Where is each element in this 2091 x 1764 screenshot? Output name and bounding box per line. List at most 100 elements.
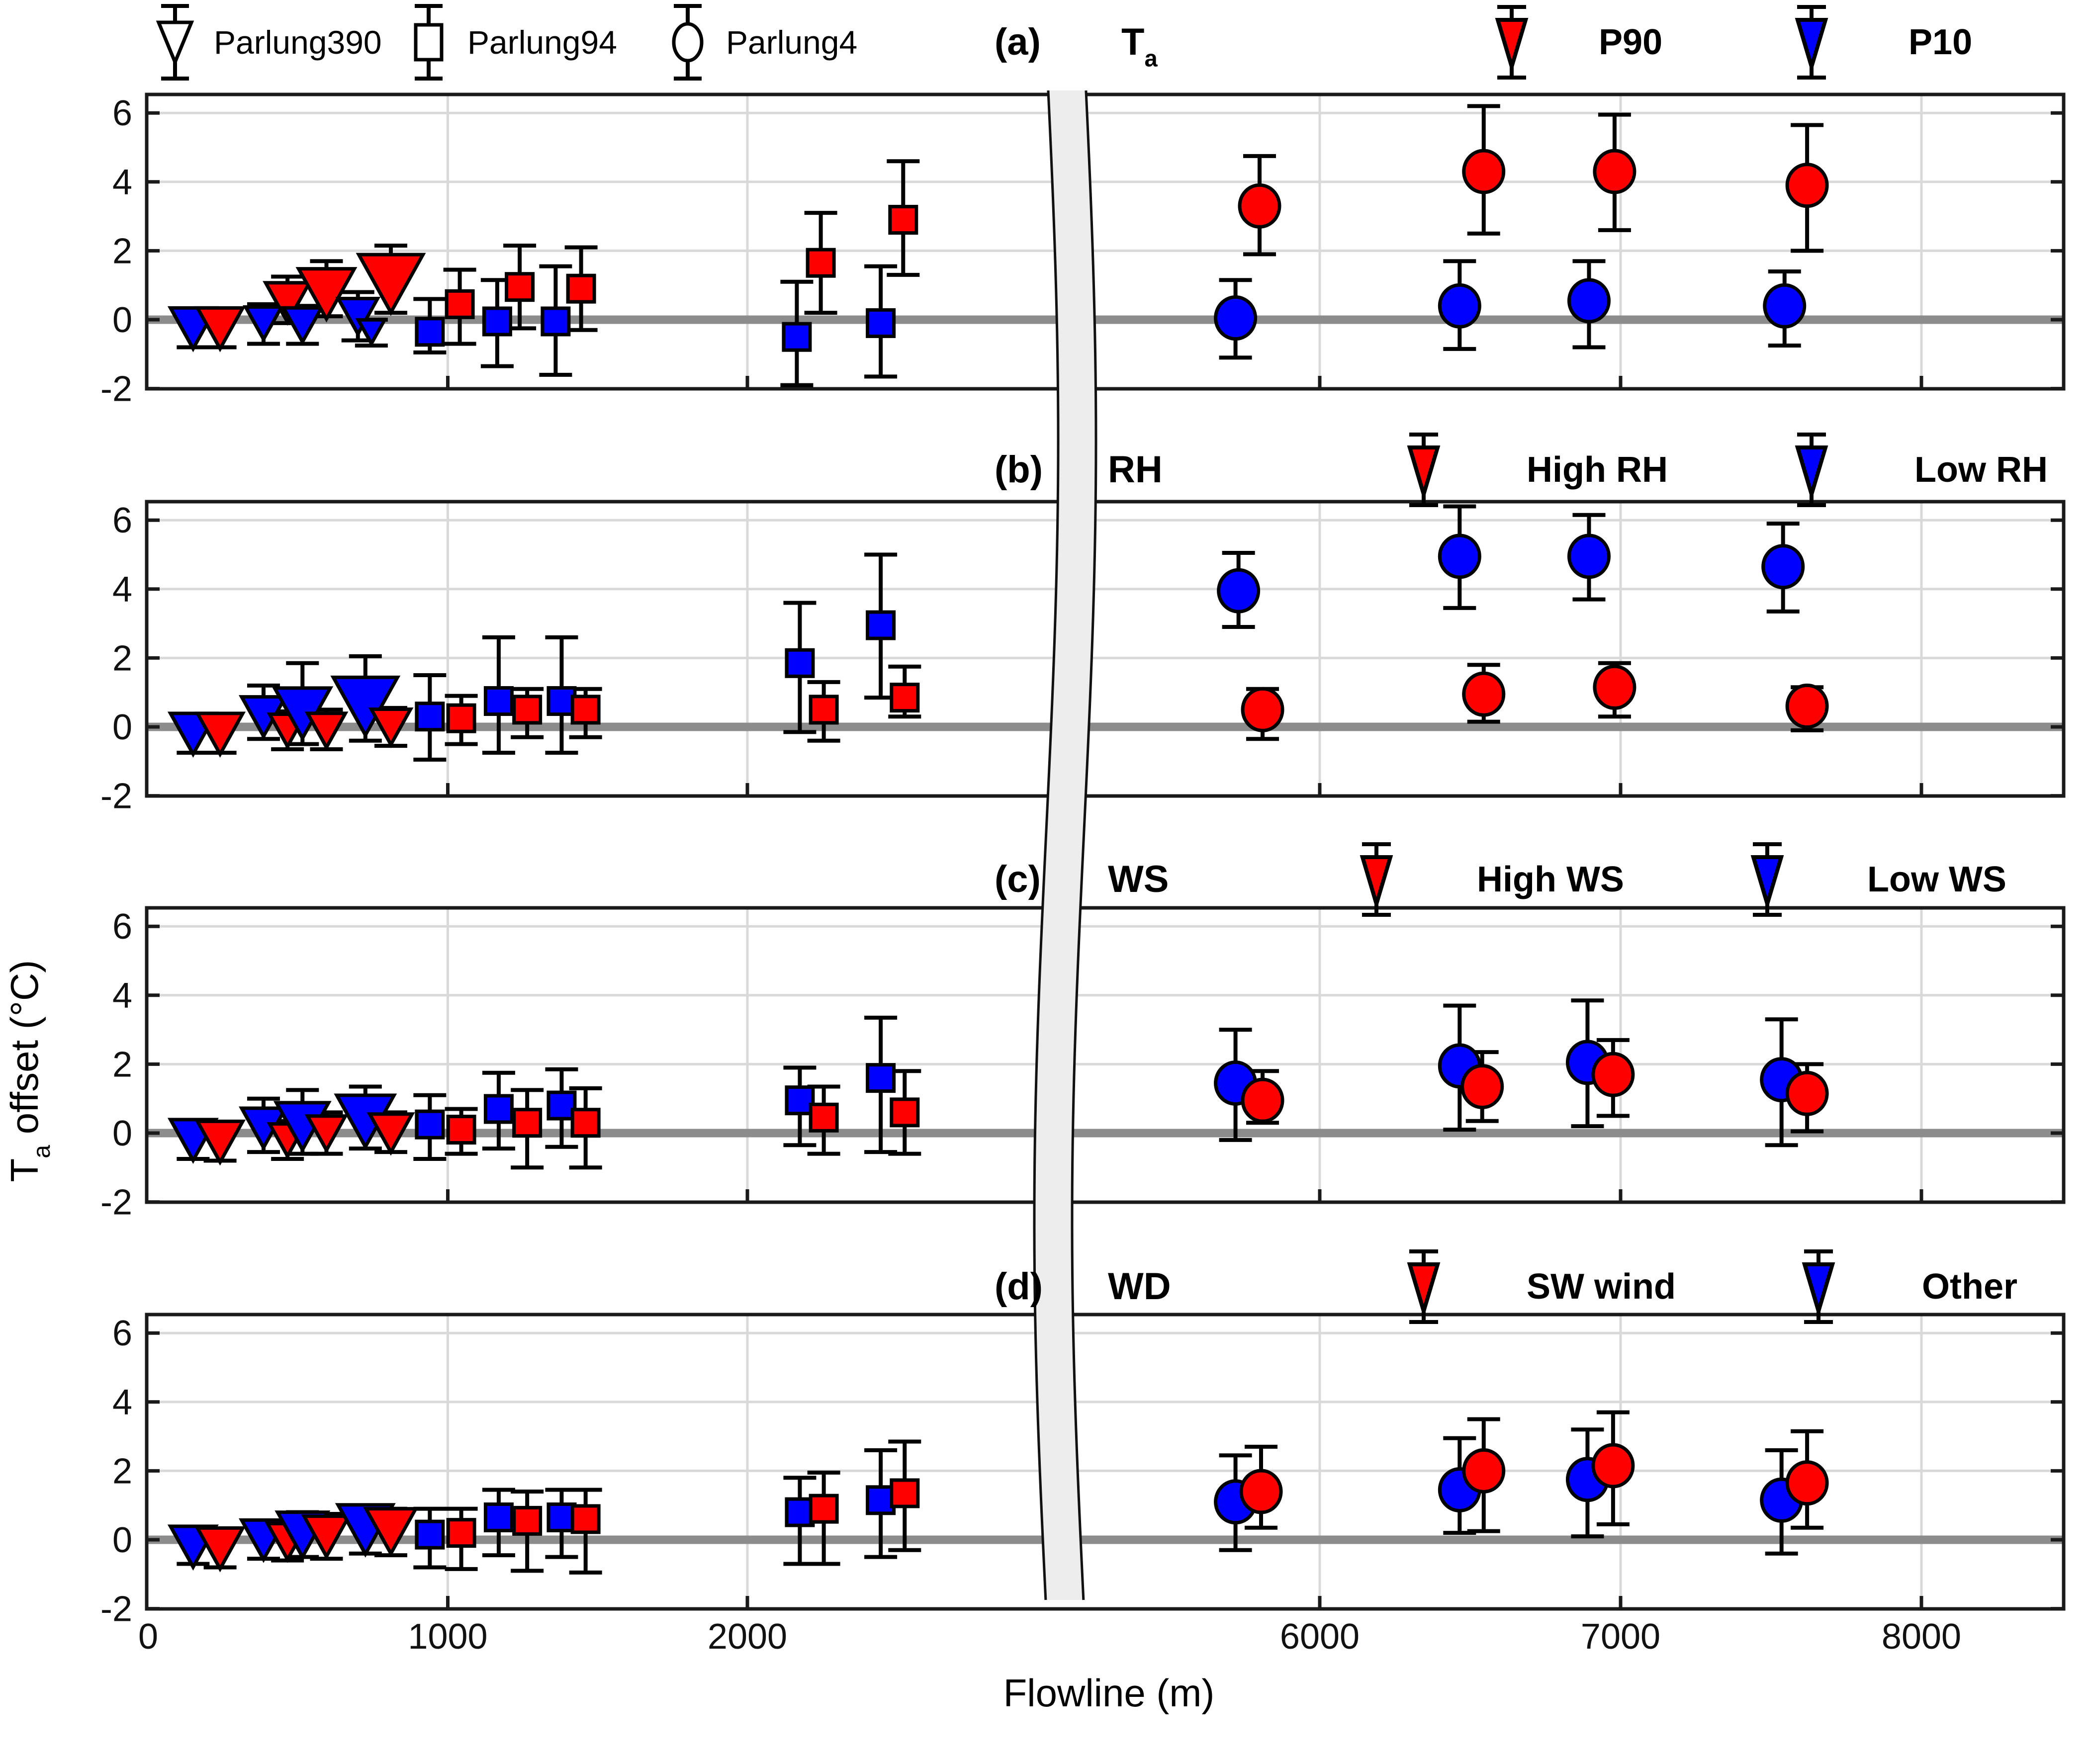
data-marker-Parlung94-blue (483, 1094, 514, 1124)
data-marker-Parlung4-blue (1761, 544, 1805, 590)
y-tick-label: 4 (112, 976, 132, 1016)
data-marker-Parlung390-red (304, 711, 349, 751)
data-marker-Parlung94-red (445, 289, 475, 319)
circle-icon (672, 4, 704, 81)
data-marker-Parlung4-red (1785, 683, 1829, 729)
top-legend-label: Parlung94 (467, 24, 617, 61)
x-tick-label: 1000 (408, 1617, 487, 1657)
data-marker-Parlung4-blue (1763, 283, 1807, 329)
axis-ticks (147, 518, 2064, 798)
panel-border (145, 500, 2066, 798)
data-marker-Parlung94-red (512, 1505, 543, 1536)
x-tick-label: 2000 (708, 1617, 787, 1657)
legend-blue-triangle-icon (1795, 433, 1828, 507)
data-marker-Parlung94-blue (546, 1090, 577, 1121)
panel-a-legend-blue-label: P10 (1909, 22, 1973, 62)
data-marker-Parlung94-red (512, 695, 543, 725)
y-tick-label: -2 (100, 777, 132, 816)
panel-b: 6 4 2 0 -2 (100, 500, 2066, 816)
legend-blue-triangle-icon (1802, 1249, 1835, 1324)
data-marker-Parlung390-red (368, 707, 414, 748)
data-marker-Parlung94-red (890, 683, 920, 713)
data-marker-Parlung94-red (446, 1115, 476, 1145)
data-marker-Parlung4-red (1460, 1063, 1504, 1109)
zero-line (147, 722, 2064, 731)
data-marker-Parlung390-blue (335, 297, 381, 338)
axis-ticks (147, 1331, 2064, 1611)
data-marker-Parlung94-red (512, 1108, 543, 1138)
panel-border (145, 92, 2066, 391)
data-marker-Parlung94-red (806, 248, 836, 278)
data-marker-Parlung94-red (570, 695, 601, 725)
data-marker-Parlung94-blue (785, 648, 815, 678)
panel-d-prefix: (d) (995, 1265, 1043, 1308)
y-tick-label: 6 (112, 907, 132, 947)
data-marker-Parlung94-blue (785, 1085, 815, 1116)
panel-b-legend-blue-label: Low RH (1914, 450, 2048, 490)
panel-b-title: RH (1108, 448, 1163, 491)
x-tick-label: 6000 (1280, 1617, 1360, 1657)
panel-c: 6 4 2 0 -2 (100, 906, 2066, 1223)
panel-d-title: WD (1108, 1265, 1171, 1308)
y-tick-label: -2 (100, 1183, 132, 1223)
data-marker-Parlung94-red (888, 205, 918, 235)
x-tick-label: 7000 (1581, 1617, 1660, 1657)
data-marker-Parlung4-red (1238, 183, 1281, 229)
panel-d-legend-red-label: SW wind (1527, 1267, 1676, 1307)
legend-red-triangle-icon (1495, 5, 1529, 80)
data-marker-Parlung390-red (366, 1112, 415, 1156)
square-icon (414, 4, 444, 81)
data-marker-Parlung4-red (1241, 1077, 1284, 1123)
y-tick-label: -2 (100, 1589, 132, 1629)
x-tick-label: 0 (138, 1617, 158, 1657)
y-tick-label: 0 (112, 1520, 132, 1560)
data-marker-Parlung390-blue (243, 305, 284, 343)
data-marker-Parlung4-blue (1567, 278, 1611, 324)
data-marker-Parlung94-blue (415, 702, 445, 732)
panel-a-legend-red-label: P90 (1599, 22, 1663, 62)
data-marker-Parlung94-red (809, 695, 839, 725)
data-marker-Parlung94-blue (415, 1519, 445, 1550)
y-tick-label: 0 (112, 1114, 132, 1153)
data-marker-Parlung390-red (295, 267, 358, 323)
axis-break-edge (1033, 90, 1060, 1600)
axis-break-edge (1071, 90, 1097, 1600)
data-marker-Parlung390-red (194, 306, 246, 353)
legend-red-triangle-icon (1407, 1249, 1441, 1324)
panel-b-legend-red-label: High RH (1527, 450, 1668, 490)
data-marker-Parlung4-red (1591, 1443, 1635, 1489)
data-marker-Parlung94-blue (541, 306, 571, 337)
data-marker-Parlung4-blue (1214, 295, 1258, 341)
x-tick-label: 8000 (1882, 1617, 1961, 1657)
data-marker-Parlung94-blue (782, 322, 812, 352)
data-marker-Parlung4-red (1593, 149, 1636, 194)
data-marker-Parlung94-blue (415, 1109, 445, 1140)
data-marker-Parlung4-red (1241, 687, 1284, 732)
data-marker-Parlung390-red (363, 1507, 419, 1557)
axis-ticks (147, 111, 2064, 391)
data-marker-Parlung94-blue (546, 1502, 577, 1532)
data-marker-Parlung390-blue (355, 318, 388, 348)
top-legend-label: Parlung390 (214, 24, 382, 61)
data-marker-Parlung4-red (1239, 1469, 1283, 1514)
panel-b-prefix: (b) (995, 448, 1043, 491)
data-marker-Parlung94-red (809, 1494, 839, 1524)
markers-b (167, 504, 1829, 762)
y-tick-label: 6 (112, 93, 132, 133)
legend-blue-triangle-icon (1750, 842, 1784, 917)
top-legend-label: Parlung4 (726, 24, 858, 61)
data-marker-Parlung4-red (1462, 149, 1506, 194)
zero-line (147, 1129, 2064, 1138)
data-marker-Parlung94-red (505, 272, 535, 302)
data-marker-Parlung94-red (890, 1478, 920, 1508)
triangle-down-icon (156, 4, 194, 81)
data-marker-Parlung94-red (809, 1102, 839, 1133)
data-marker-Parlung390-red (194, 711, 246, 758)
data-marker-Parlung4-red (1462, 671, 1506, 717)
data-marker-Parlung94-red (446, 1518, 476, 1548)
y-tick-label: 2 (112, 638, 132, 678)
data-marker-Parlung4-red (1593, 664, 1636, 710)
data-marker-Parlung94-blue (415, 317, 445, 347)
data-marker-Parlung94-blue (482, 306, 512, 337)
